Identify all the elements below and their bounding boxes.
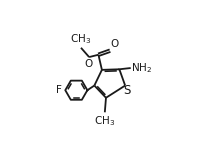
Text: O: O (111, 39, 119, 49)
Text: F: F (56, 85, 62, 95)
Text: O: O (84, 59, 92, 69)
Text: CH$_3$: CH$_3$ (94, 114, 115, 128)
Text: NH$_2$: NH$_2$ (131, 61, 152, 75)
Text: S: S (123, 84, 130, 97)
Text: CH$_3$: CH$_3$ (70, 33, 91, 46)
